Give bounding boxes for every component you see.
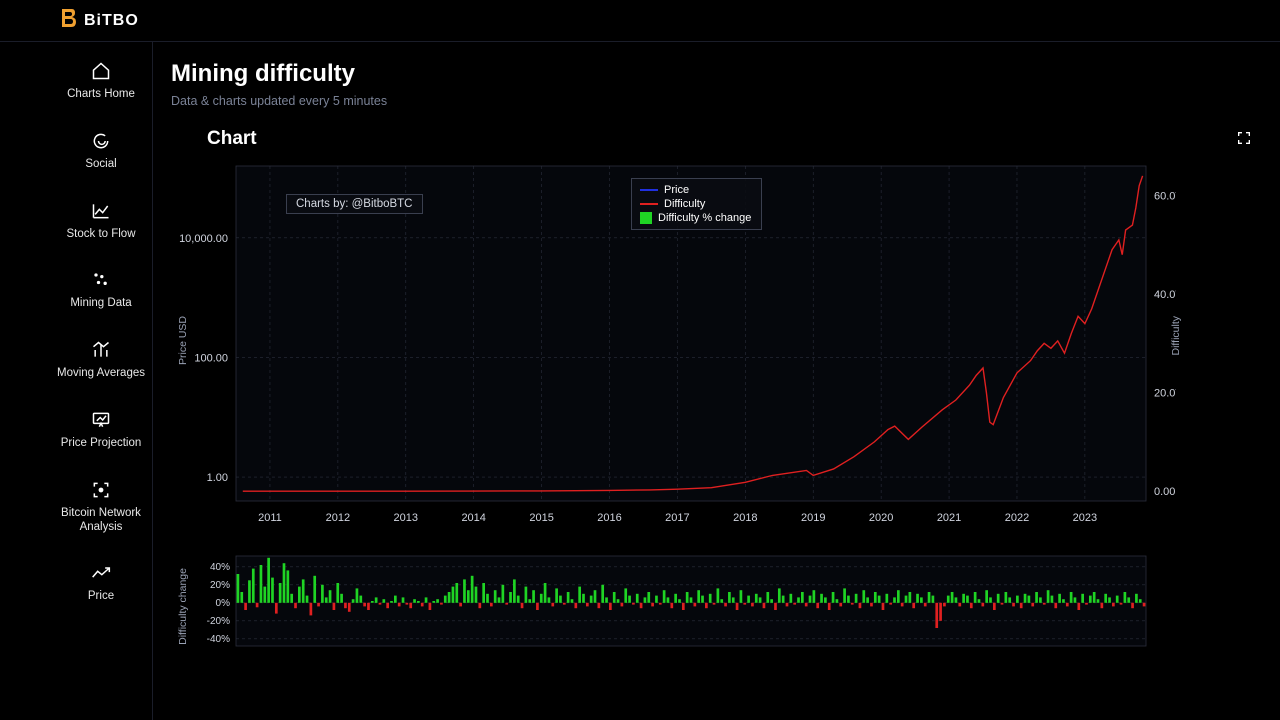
svg-text:1.00: 1.00 [207, 472, 228, 484]
svg-text:-40%: -40% [207, 634, 230, 645]
svg-text:2016: 2016 [597, 512, 621, 524]
sidebar-item-price-projection[interactable]: Price Projection [61, 409, 142, 451]
svg-text:2020: 2020 [869, 512, 893, 524]
presentation-icon [91, 409, 111, 431]
page-title: Mining difficulty [171, 60, 1252, 88]
svg-text:2014: 2014 [461, 512, 485, 524]
sidebar-item-label: Bitcoin Network Analysis [50, 507, 152, 535]
svg-text:2013: 2013 [394, 512, 418, 524]
left-gutter [0, 42, 50, 720]
sidebar-item-label: Charts Home [67, 88, 135, 102]
legend-item-diffpct[interactable]: Difficulty % change [640, 211, 751, 225]
expand-chart-button[interactable] [1236, 130, 1252, 149]
svg-text:2018: 2018 [733, 512, 757, 524]
sidebar-item-label: Price [88, 590, 114, 604]
page-subtitle: Data & charts updated every 5 minutes [171, 94, 1252, 108]
sidebar-item-stock-to-flow[interactable]: Stock to Flow [66, 200, 135, 242]
brand-logo[interactable]: BiTBO [58, 8, 139, 33]
svg-text:-20%: -20% [207, 616, 230, 627]
sidebar-item-label: Moving Averages [57, 367, 145, 381]
sidebar-item-charts-home[interactable]: Charts Home [67, 60, 135, 102]
main-content: Mining difficulty Data & charts updated … [153, 42, 1280, 720]
topbar: BiTBO [0, 0, 1280, 42]
sidebar-item-bitcoin-network[interactable]: Bitcoin Network Analysis [50, 479, 152, 535]
focus-icon [91, 479, 111, 501]
line-chart-icon [91, 200, 111, 222]
svg-text:2019: 2019 [801, 512, 825, 524]
svg-text:2011: 2011 [258, 512, 282, 524]
svg-text:60.0T: 60.0T [1154, 191, 1176, 203]
svg-text:2021: 2021 [937, 512, 961, 524]
svg-text:0%: 0% [216, 598, 231, 609]
y-axis-bar-label: Difficulty change [177, 568, 189, 645]
dots-icon [91, 269, 111, 291]
sidebar-item-price[interactable]: Price [88, 562, 114, 604]
sidebar-item-label: Price Projection [61, 437, 142, 451]
brand-icon [58, 8, 76, 33]
sidebar-item-mining-data[interactable]: Mining Data [70, 269, 131, 311]
legend-item-price[interactable]: Price [640, 183, 751, 197]
chart-section-title: Chart [207, 128, 257, 150]
sidebar-item-label: Mining Data [70, 297, 131, 311]
svg-text:2017: 2017 [665, 512, 689, 524]
brand-text: BiTBO [84, 12, 139, 30]
sidebar-item-social[interactable]: Social [85, 130, 116, 172]
chat-icon [91, 130, 111, 152]
sidebar: Charts Home Social Stock to Flow Mining … [50, 42, 153, 720]
y-axis-right-label: Difficulty [1170, 316, 1182, 355]
svg-text:40%: 40% [210, 562, 230, 573]
svg-text:20.0T: 20.0T [1154, 388, 1176, 400]
sidebar-item-moving-averages[interactable]: Moving Averages [57, 339, 145, 381]
svg-text:20%: 20% [210, 580, 230, 591]
bars-icon [91, 339, 111, 361]
svg-text:2012: 2012 [326, 512, 350, 524]
chart-legend: Price Difficulty Difficulty % change [631, 178, 762, 230]
svg-text:40.0T: 40.0T [1154, 289, 1176, 301]
home-icon [91, 60, 111, 82]
y-axis-left-label: Price USD [177, 316, 189, 365]
svg-text:10,000.00: 10,000.00 [179, 233, 228, 245]
sidebar-item-label: Social [85, 158, 116, 172]
trend-icon [91, 562, 111, 584]
svg-text:2022: 2022 [1005, 512, 1029, 524]
sidebar-item-label: Stock to Flow [66, 228, 135, 242]
svg-text:0.00: 0.00 [1154, 486, 1175, 498]
svg-text:100.00: 100.00 [194, 352, 228, 364]
difficulty-change-chart: -40% -20% 0% 20% 40% [171, 550, 1176, 660]
svg-text:2015: 2015 [529, 512, 553, 524]
svg-text:2023: 2023 [1073, 512, 1097, 524]
chart-attribution: Charts by: @BitboBTC [286, 194, 423, 214]
legend-item-difficulty[interactable]: Difficulty [640, 197, 751, 211]
